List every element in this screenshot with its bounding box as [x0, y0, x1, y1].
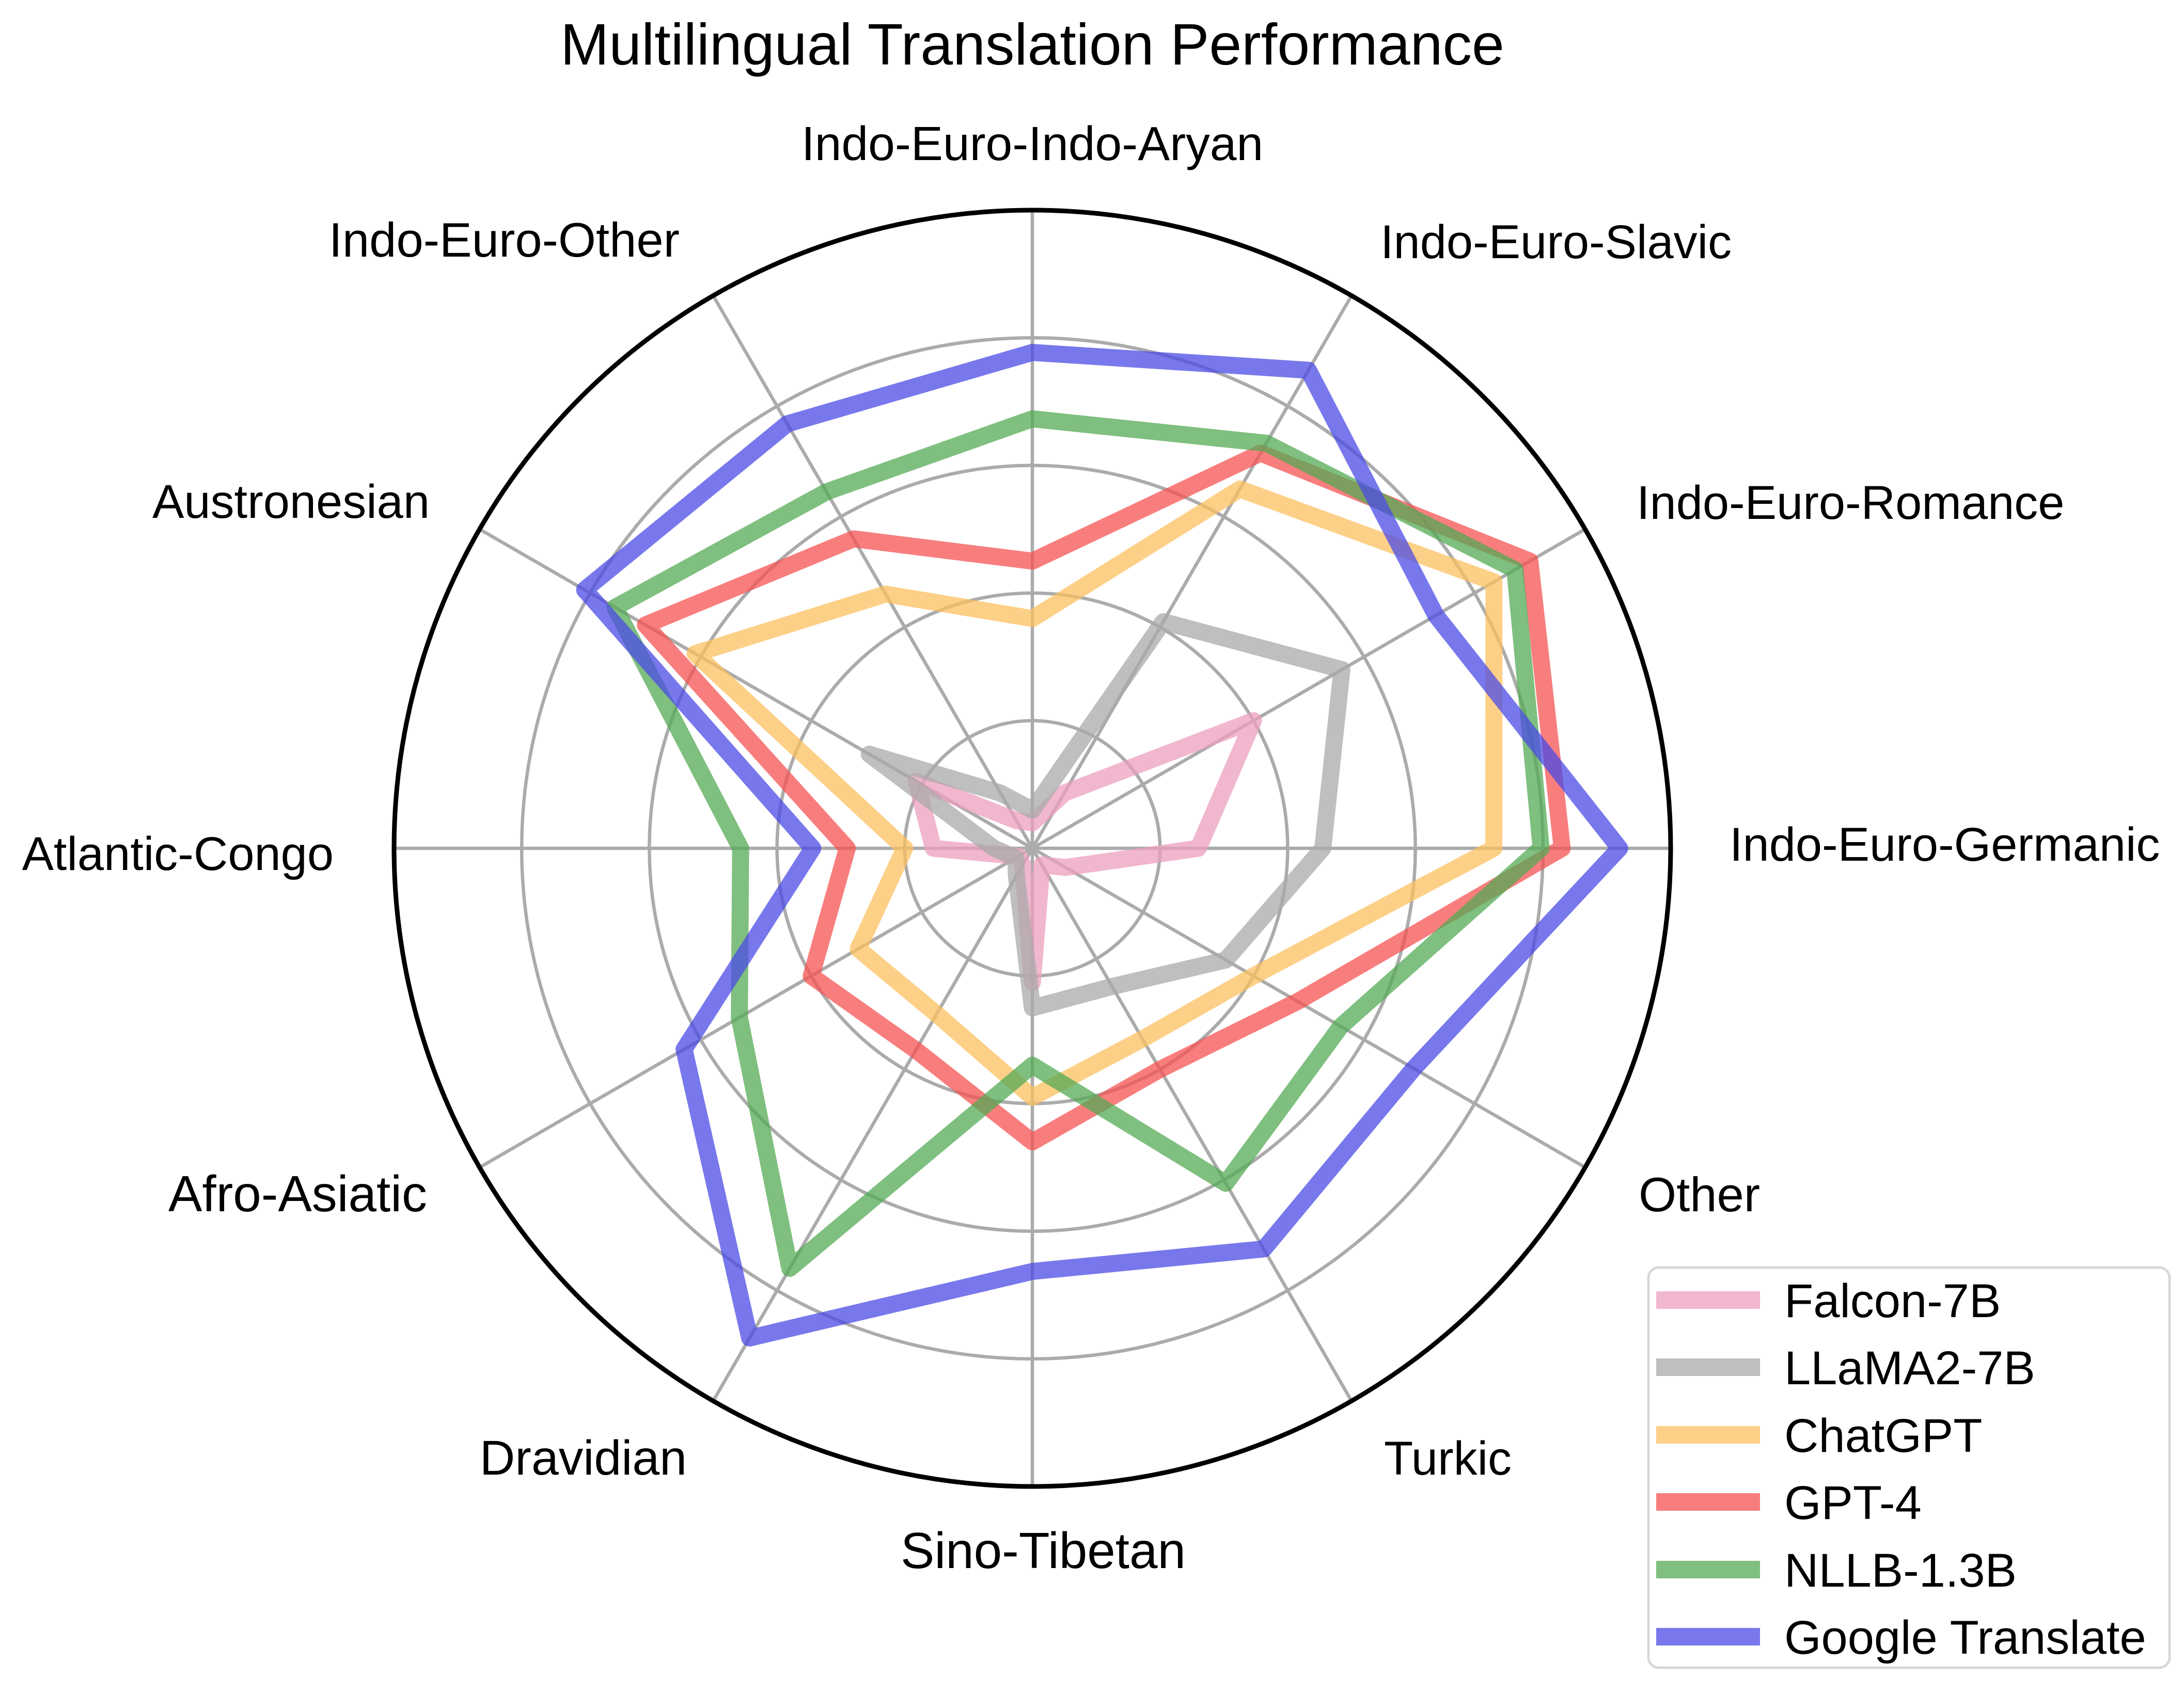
svg-text:NLLB-1.3B: NLLB-1.3B: [1784, 1544, 2017, 1597]
svg-text:Indo-Euro-Romance: Indo-Euro-Romance: [1637, 477, 2064, 529]
svg-text:Google Translate: Google Translate: [1784, 1611, 2146, 1664]
svg-text:LLaMA2-7B: LLaMA2-7B: [1784, 1342, 2035, 1395]
svg-text:Indo-Euro-Slavic: Indo-Euro-Slavic: [1380, 216, 1732, 268]
svg-text:Turkic: Turkic: [1384, 1432, 1512, 1485]
svg-text:Indo-Euro-Other: Indo-Euro-Other: [329, 213, 680, 267]
svg-text:Multilingual Translation Perfo: Multilingual Translation Performance: [560, 12, 1504, 77]
svg-text:Atlantic-Congo: Atlantic-Congo: [22, 828, 334, 880]
svg-text:Dravidian: Dravidian: [480, 1431, 687, 1485]
svg-text:Indo-Euro-Germanic: Indo-Euro-Germanic: [1730, 818, 2160, 871]
svg-text:Austronesian: Austronesian: [152, 476, 430, 528]
svg-text:GPT-4: GPT-4: [1784, 1477, 1922, 1529]
svg-text:Falcon-7B: Falcon-7B: [1784, 1275, 2001, 1327]
svg-text:Sino-Tibetan: Sino-Tibetan: [901, 1522, 1186, 1579]
svg-text:Afro-Asiatic: Afro-Asiatic: [168, 1165, 427, 1222]
svg-text:Indo-Euro-Indo-Aryan: Indo-Euro-Indo-Aryan: [802, 117, 1263, 170]
svg-text:ChatGPT: ChatGPT: [1784, 1410, 1982, 1462]
svg-text:Other: Other: [1639, 1167, 1760, 1222]
